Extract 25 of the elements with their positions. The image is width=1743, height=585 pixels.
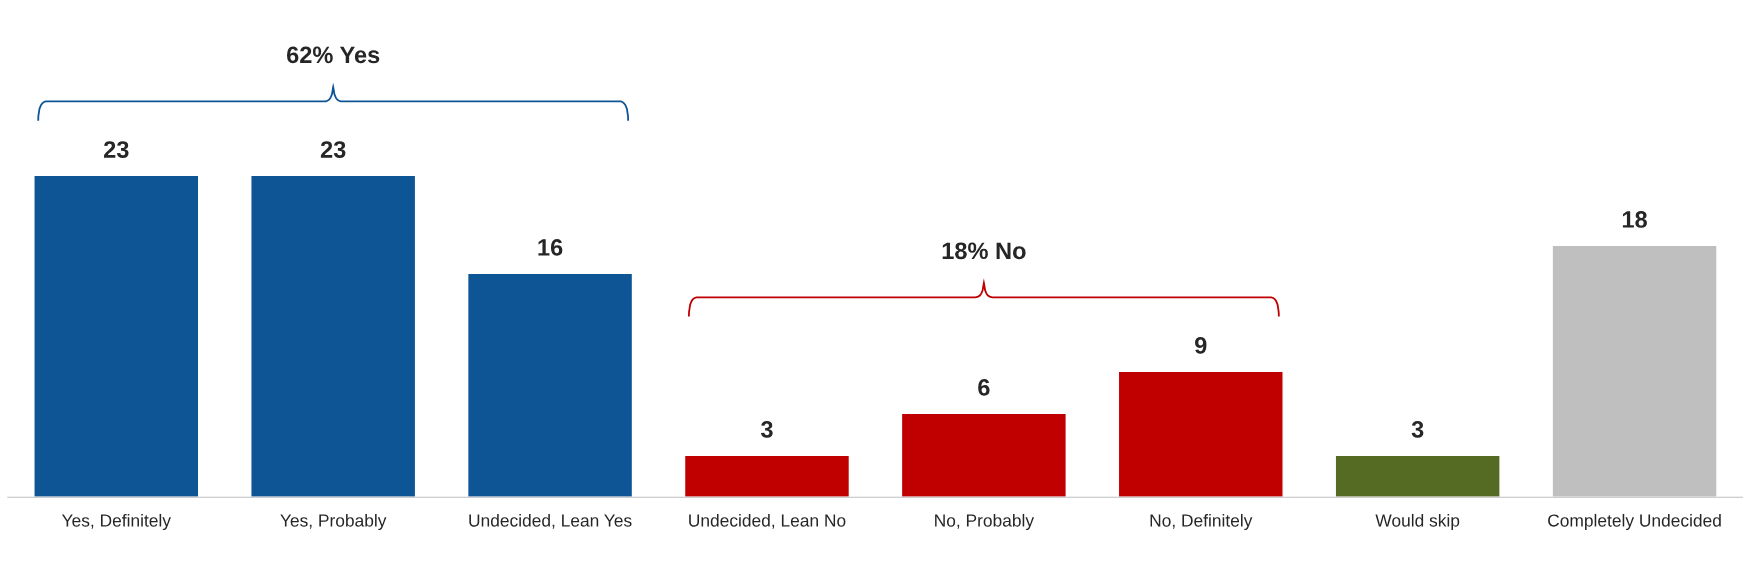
x-tick-label: Completely Undecided bbox=[1548, 513, 1721, 531]
bar bbox=[683, 454, 851, 498]
data-label: 9 bbox=[1195, 337, 1207, 354]
bar bbox=[900, 412, 1067, 498]
bar bbox=[1117, 370, 1284, 498]
annotation: 18% No bbox=[942, 242, 1026, 260]
x-tick-label: Yes, Probably bbox=[280, 513, 387, 531]
x-tick-label: Undecided, Lean No bbox=[689, 513, 846, 529]
bar bbox=[466, 272, 634, 498]
bar bbox=[33, 174, 200, 498]
data-label: 3 bbox=[1411, 421, 1424, 438]
data-label: 23 bbox=[320, 141, 346, 158]
x-tick-label: No, Probably bbox=[935, 513, 1035, 531]
data-label: 23 bbox=[103, 141, 129, 158]
data-label: 6 bbox=[978, 379, 990, 396]
x-tick-label: No, Definitely bbox=[1150, 513, 1253, 531]
text: 62% Yes bbox=[286, 46, 380, 64]
data-label: 18 bbox=[1622, 211, 1647, 228]
bar bbox=[1334, 454, 1501, 498]
x-tick-label: Would skip bbox=[1375, 513, 1460, 531]
data-label: 3 bbox=[760, 421, 773, 438]
x-tick-label: Undecided, Lean Yes bbox=[469, 513, 632, 529]
x-tick-label: Yes, Definitely bbox=[61, 513, 171, 531]
data-label: 16 bbox=[538, 239, 563, 256]
bar bbox=[250, 174, 417, 498]
